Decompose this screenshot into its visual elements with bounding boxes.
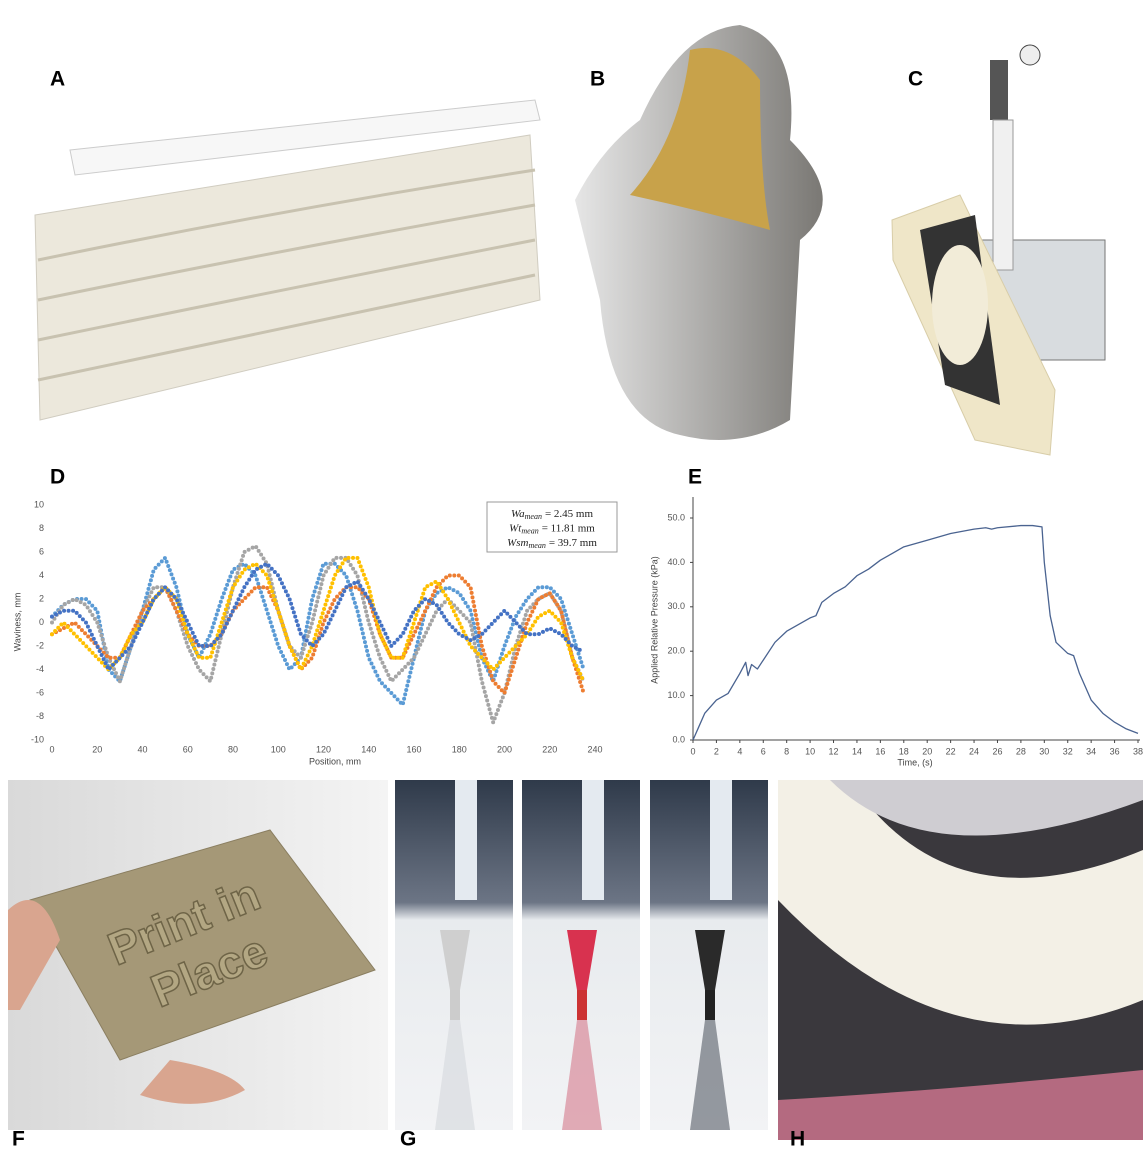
y-axis-label: Waviness, mm xyxy=(12,593,22,652)
x-tick-label: 220 xyxy=(542,744,557,754)
figure: Print in Place A B C D E F G H -10 -8 -6 -4… xyxy=(0,0,1143,1153)
y-tick-label: -10 xyxy=(31,734,44,744)
photo-b xyxy=(575,25,823,440)
y-tick-label: -4 xyxy=(36,664,44,674)
x-tick-label: 120 xyxy=(316,744,331,754)
y-tick-label: 2 xyxy=(39,593,44,603)
y-tick-label: 10 xyxy=(34,499,44,509)
data-line xyxy=(693,526,1138,740)
x-tick-label: 32 xyxy=(1063,746,1073,756)
x-tick-label: 30 xyxy=(1039,746,1049,756)
y-tick-label: -8 xyxy=(36,711,44,721)
x-tick-label: 26 xyxy=(992,746,1002,756)
x-tick-label: 16 xyxy=(875,746,885,756)
x-tick-label: 28 xyxy=(1016,746,1026,756)
x-tick-label: 18 xyxy=(899,746,909,756)
data-line xyxy=(52,558,584,681)
annotation-symbol: Wsm xyxy=(507,537,528,549)
annotation-text: = 2.45 mm xyxy=(545,508,594,520)
panel-label: E xyxy=(688,466,702,489)
x-tick-label: 100 xyxy=(271,744,286,754)
annotation: Wamean= 2.45 mm xyxy=(511,508,593,521)
y-tick-label: 10.0 xyxy=(667,690,685,700)
annotation-subscript: mean xyxy=(521,526,538,535)
x-tick-label: 8 xyxy=(784,746,789,756)
x-tick-label: 20 xyxy=(922,746,932,756)
photo-f: Print in Place xyxy=(8,780,388,1130)
x-tick-label: 0 xyxy=(690,746,695,756)
y-tick-label: -2 xyxy=(36,640,44,650)
x-tick-label: 200 xyxy=(497,744,512,754)
y-tick-label: -6 xyxy=(36,687,44,697)
x-tick-label: 6 xyxy=(761,746,766,756)
x-axis-label: Time, (s) xyxy=(897,757,932,767)
panel-label: C xyxy=(908,68,923,91)
y-tick-label: 6 xyxy=(39,546,44,556)
y-tick-label: 8 xyxy=(39,523,44,533)
y-tick-label: 4 xyxy=(39,570,44,580)
x-tick-label: 10 xyxy=(805,746,815,756)
y-tick-label: 50.0 xyxy=(667,512,685,522)
x-tick-label: 38 xyxy=(1133,746,1143,756)
x-tick-label: 14 xyxy=(852,746,862,756)
annotation-text: = 11.81 mm xyxy=(542,522,596,534)
y-tick-label: 0 xyxy=(39,617,44,627)
annotation-symbol: Wa xyxy=(511,508,525,520)
annotation-symbol: Wt xyxy=(509,522,522,534)
photo-c xyxy=(892,45,1105,455)
annotation-text: = 39.7 mm xyxy=(549,537,598,549)
x-tick-label: 140 xyxy=(361,744,376,754)
x-tick-label: 4 xyxy=(737,746,742,756)
x-tick-label: 80 xyxy=(228,744,238,754)
y-tick-label: 0.0 xyxy=(672,734,685,744)
x-tick-label: 20 xyxy=(92,744,102,754)
x-tick-label: 60 xyxy=(183,744,193,754)
panel-label: D xyxy=(50,466,65,489)
y-tick-label: 20.0 xyxy=(667,646,685,656)
photo-a xyxy=(35,100,540,420)
panel-label: H xyxy=(790,1128,805,1151)
photo-g xyxy=(395,780,768,1130)
y-tick-label: 30.0 xyxy=(667,601,685,611)
y-tick-label: 40.0 xyxy=(667,557,685,567)
x-tick-label: 36 xyxy=(1110,746,1120,756)
panel-label: F xyxy=(12,1128,25,1151)
x-axis-label: Position, mm xyxy=(309,756,361,766)
panel-label: G xyxy=(400,1128,416,1151)
photo-h xyxy=(778,780,1143,1140)
x-tick-label: 34 xyxy=(1086,746,1096,756)
x-tick-label: 2 xyxy=(714,746,719,756)
x-tick-label: 240 xyxy=(587,744,602,754)
x-tick-label: 160 xyxy=(406,744,421,754)
annotation-subscript: mean xyxy=(525,512,542,521)
annotation-subscript: mean xyxy=(528,541,545,550)
annotation: Wsmmean = 39.7 mm xyxy=(507,537,597,550)
panel-label: A xyxy=(50,68,65,91)
panel-label: B xyxy=(590,68,605,91)
x-tick-label: 180 xyxy=(452,744,467,754)
x-tick-label: 24 xyxy=(969,746,979,756)
x-tick-label: 40 xyxy=(137,744,147,754)
x-tick-label: 22 xyxy=(946,746,956,756)
x-tick-label: 0 xyxy=(49,744,54,754)
y-axis-label: Applied Relative Pressure (kPa) xyxy=(649,556,659,684)
x-tick-label: 12 xyxy=(829,746,839,756)
